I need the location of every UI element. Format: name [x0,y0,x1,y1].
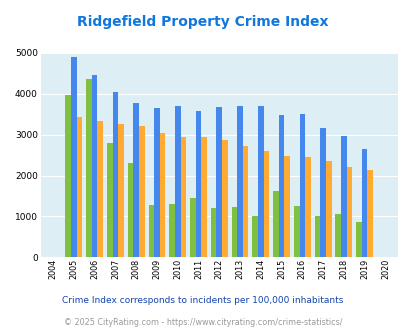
Bar [231,207,237,257]
Bar [71,57,77,257]
Bar [201,137,207,257]
Bar [195,111,201,257]
Bar [222,140,227,257]
Text: © 2025 CityRating.com - https://www.cityrating.com/crime-statistics/: © 2025 CityRating.com - https://www.city… [64,318,341,327]
Bar [237,106,242,257]
Bar [293,206,299,257]
Bar [148,206,154,257]
Bar [252,216,257,257]
Bar [92,75,97,257]
Bar [299,114,305,257]
Bar [273,191,278,257]
Bar [118,124,124,257]
Bar [190,198,195,257]
Bar [335,214,340,257]
Bar [320,128,325,257]
Bar [139,126,144,257]
Text: Ridgefield Property Crime Index: Ridgefield Property Crime Index [77,15,328,29]
Bar [278,115,284,257]
Bar [257,106,263,257]
Bar [305,157,310,257]
Bar [128,163,133,257]
Bar [112,92,118,257]
Bar [97,121,103,257]
Bar [325,161,331,257]
Bar [263,151,269,257]
Bar [159,133,165,257]
Bar [86,80,92,257]
Text: Crime Index corresponds to incidents per 100,000 inhabitants: Crime Index corresponds to incidents per… [62,296,343,306]
Bar [242,146,248,257]
Bar [346,167,352,257]
Bar [175,106,180,257]
Bar [340,136,346,257]
Bar [65,94,71,257]
Bar [314,216,320,257]
Bar [284,155,289,257]
Bar [154,108,159,257]
Bar [133,103,139,257]
Bar [107,143,112,257]
Bar [180,137,185,257]
Bar [367,170,372,257]
Bar [210,208,216,257]
Bar [361,148,367,257]
Bar [77,117,82,257]
Bar [216,107,222,257]
Bar [169,204,175,257]
Bar [355,222,361,257]
